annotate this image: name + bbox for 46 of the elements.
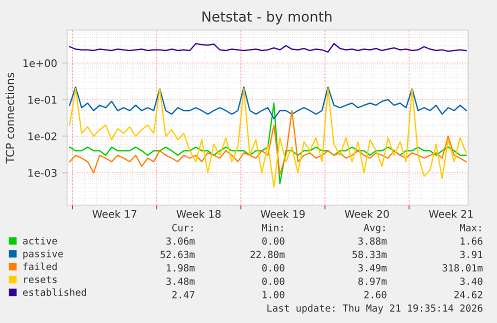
text: 3.40 (460, 278, 482, 285)
text: 0.00 (262, 264, 284, 272)
text: Cur: (172, 224, 193, 232)
line-series (68, 102, 467, 184)
x-tick-label: Week 21 (428, 210, 473, 218)
text: 318.01m (442, 264, 483, 272)
x-tick-label: Week 18 (176, 210, 221, 218)
x-tick-label: Week 19 (260, 210, 305, 218)
legend-label: established (23, 288, 86, 296)
text: Last update: Thu May 21 19:35:14 2026 (267, 304, 482, 314)
y-axis-title: TCP connections (6, 72, 14, 164)
x-tick-label: Week 20 (344, 210, 389, 218)
text: 2.60 (364, 290, 386, 298)
text: 3.48m (166, 278, 195, 285)
chart-title: Netstat - by month (202, 11, 332, 24)
y-tick-label: 1e-03 (28, 168, 57, 177)
line-series (68, 86, 467, 120)
text: 8.97m (358, 278, 387, 285)
text: 24.62 (454, 290, 482, 298)
text: 3.88m (358, 237, 387, 245)
text: Max: (460, 224, 481, 232)
y-tick-label: 1e+00 (23, 59, 57, 68)
legend-label: active (23, 236, 58, 244)
line-series (68, 88, 467, 188)
text: Avg: (364, 224, 385, 234)
line-series (68, 43, 467, 53)
text: 1.66 (460, 237, 482, 245)
line-series (68, 110, 467, 176)
text: 0.00 (262, 278, 284, 285)
text: 3.91 (460, 250, 482, 258)
text: 0.00 (262, 237, 284, 245)
text: 22.80m (250, 250, 285, 258)
text: 1.98m (166, 264, 195, 272)
legend-label: passive (23, 250, 63, 260)
text: 58.33m (352, 250, 387, 258)
text: 3.49m (358, 264, 387, 272)
text: Min: (262, 224, 283, 232)
y-tick-label: 1e-02 (28, 132, 56, 140)
legend-label: resets (24, 276, 57, 284)
text: 1.00 (262, 290, 284, 298)
x-tick-label: Week 17 (92, 210, 136, 218)
text: 3.06m (166, 237, 195, 245)
text: 2.47 (172, 290, 194, 298)
legend-label: failed (23, 262, 57, 270)
y-tick-label: 1e-01 (28, 96, 56, 104)
text: 52.63m (160, 250, 195, 258)
